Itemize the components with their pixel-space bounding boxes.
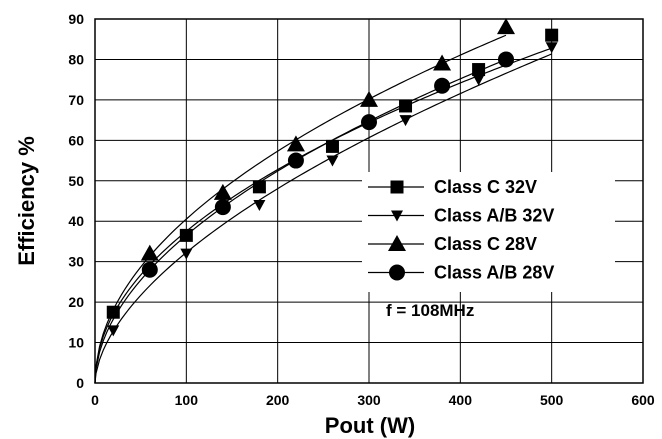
series-line-2 [94, 53, 552, 384]
data-point-square [399, 99, 413, 113]
data-point-square [472, 63, 486, 77]
legend-marker-triangle-up [388, 235, 406, 251]
data-point-triangle-up [140, 244, 159, 261]
data-point-circle [214, 199, 231, 216]
x-axis-title: Pout (W) [325, 413, 415, 438]
legend-label: Class C 28V [434, 234, 537, 254]
data-point-triangle-up [360, 90, 378, 107]
data-point-triangle-up [213, 183, 232, 200]
y-tick-label: 20 [68, 294, 84, 310]
data-point-circle [498, 51, 514, 68]
series-markers [106, 18, 559, 337]
data-point-triangle-down [107, 325, 120, 337]
y-tick-label: 60 [68, 132, 84, 148]
data-point-triangle-up [433, 54, 452, 71]
legend: Class C 32V Class A/B 32V Class C 28V Class… [362, 172, 615, 292]
x-tick-label: 500 [540, 392, 564, 408]
data-point-triangle-down [180, 248, 193, 260]
y-tick-label: 80 [68, 51, 84, 67]
x-tick-label: 600 [631, 392, 655, 408]
legend-label: Class C 32V [434, 177, 537, 197]
y-tick-label: 0 [76, 375, 84, 391]
data-point-triangle-up [497, 18, 515, 35]
data-point-triangle-down [326, 155, 339, 167]
x-tick-label: 400 [449, 392, 473, 408]
data-point-square [325, 139, 339, 153]
y-axis-title: Efficiency % [14, 136, 39, 266]
data-point-triangle-down [472, 74, 485, 86]
legend-label: Class A/B 32V [434, 206, 554, 226]
plot-area-frame [94, 18, 644, 384]
data-point-square [179, 228, 193, 242]
data-point-circle [141, 261, 158, 278]
data-point-square [545, 28, 559, 42]
x-tick-label: 0 [91, 392, 99, 408]
data-point-circle [361, 114, 377, 131]
frequency-annotation: f = 108MHz [386, 301, 474, 320]
data-point-square [252, 180, 266, 194]
data-point-triangle-down [545, 42, 558, 54]
data-point-square [106, 305, 120, 319]
y-tick-label: 90 [68, 11, 84, 27]
data-point-circle [434, 77, 451, 94]
y-tick-label: 30 [68, 254, 84, 270]
legend-marker-square [390, 180, 404, 194]
data-point-triangle-down [253, 200, 266, 212]
legend-label: Class A/B 28V [434, 263, 554, 283]
x-tick-label: 100 [175, 392, 199, 408]
data-point-triangle-up [286, 135, 305, 152]
y-tick-label: 70 [68, 92, 84, 108]
x-tick-label: 300 [357, 392, 381, 408]
y-tick-label: 10 [68, 335, 84, 351]
legend-marker-triangle-down [391, 210, 403, 222]
tick-labels: 0 100 200 300 400 500 600 0 10 20 30 40 50 60 70 80 90 [68, 11, 654, 408]
y-tick-label: 50 [68, 173, 84, 189]
data-point-circle [287, 152, 304, 169]
legend-marker-circle [389, 264, 405, 281]
y-tick-label: 40 [68, 213, 84, 229]
data-point-triangle-down [399, 115, 412, 127]
x-tick-label: 200 [266, 392, 290, 408]
